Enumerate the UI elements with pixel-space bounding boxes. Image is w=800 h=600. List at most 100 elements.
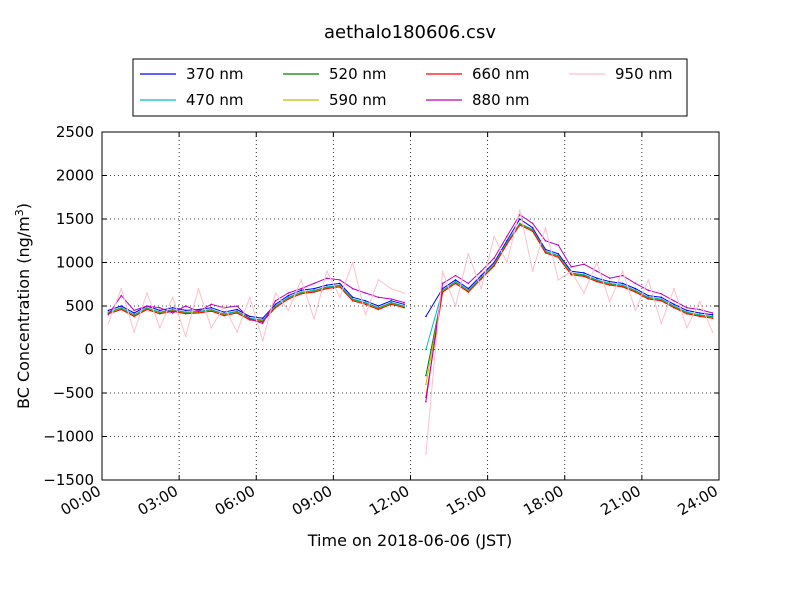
data-point	[171, 306, 174, 309]
data-point	[698, 315, 701, 318]
data-point	[698, 312, 701, 314]
data-point	[287, 294, 290, 297]
data-point	[634, 291, 637, 293]
data-point	[120, 287, 123, 290]
data-point	[403, 306, 405, 309]
legend-label: 880 nm	[472, 91, 530, 109]
data-point	[339, 282, 341, 285]
data-point	[171, 310, 174, 313]
data-point	[300, 293, 303, 295]
data-point	[210, 306, 213, 309]
data-point	[146, 292, 148, 294]
data-point	[313, 291, 315, 293]
data-point	[608, 277, 611, 280]
data-point	[107, 322, 110, 325]
data-point	[287, 309, 290, 312]
data-point	[441, 270, 444, 273]
legend-label: 520 nm	[329, 65, 387, 83]
legend-entry: 470 nm	[140, 91, 244, 109]
data-point	[210, 327, 213, 329]
data-point	[686, 309, 688, 312]
data-point	[544, 240, 547, 242]
data-point	[133, 309, 135, 312]
legend-entry: 950 nm	[569, 65, 673, 83]
legend-label: 590 nm	[329, 91, 387, 109]
data-point	[493, 265, 495, 267]
data-point	[274, 292, 277, 294]
data-point	[531, 226, 534, 229]
data-point	[184, 309, 187, 312]
data-point	[557, 279, 560, 281]
data-point	[454, 282, 457, 285]
series-group	[107, 209, 714, 455]
data-point	[197, 308, 200, 311]
legend-label: 950 nm	[615, 65, 673, 83]
data-point	[647, 298, 650, 300]
data-point	[583, 263, 585, 266]
data-point	[454, 305, 457, 307]
data-point	[608, 280, 611, 283]
data-point	[236, 312, 238, 314]
data-point	[210, 310, 213, 313]
data-point	[531, 222, 534, 225]
data-point	[596, 270, 598, 273]
data-point	[326, 277, 328, 280]
data-point	[326, 270, 328, 273]
data-point	[197, 312, 200, 314]
data-point	[454, 279, 457, 281]
axis-ticks	[101, 131, 720, 481]
data-point	[647, 279, 650, 281]
legend: 370 nm 470 nm 520 nm 590 nm 660 nm 880 nm 950 …	[132, 58, 688, 117]
data-point	[621, 270, 624, 273]
y-axis-label-main: BC Concentration (ng/m	[14, 216, 33, 409]
data-point	[660, 293, 662, 295]
data-point	[647, 294, 650, 297]
data-point	[519, 218, 521, 220]
data-point	[364, 292, 367, 294]
data-point	[274, 300, 277, 302]
data-point	[531, 230, 534, 232]
data-point	[146, 305, 148, 307]
y-tick-label: 1000	[56, 254, 94, 272]
data-point	[480, 270, 483, 273]
data-point	[364, 300, 367, 302]
data-point	[467, 287, 470, 290]
y-tick-label: 2000	[56, 167, 94, 185]
legend-label: 470 nm	[186, 91, 244, 109]
data-point	[441, 291, 444, 293]
data-point	[686, 306, 688, 309]
y-tick-label: −1000	[43, 428, 94, 446]
data-point	[570, 273, 572, 276]
series-lines	[107, 209, 714, 455]
data-point	[133, 312, 135, 314]
data-point	[506, 261, 508, 264]
y-tick-label: 500	[65, 297, 94, 315]
data-point	[425, 383, 427, 386]
data-point	[300, 289, 303, 292]
data-point	[519, 209, 521, 212]
legend-entry: 370 nm	[140, 65, 244, 83]
data-point	[711, 317, 714, 320]
data-point	[480, 274, 483, 277]
data-point	[300, 287, 303, 290]
data-point	[274, 303, 277, 306]
data-point	[364, 313, 367, 316]
data-point	[621, 286, 624, 288]
legend-entry: 520 nm	[283, 65, 387, 83]
data-point	[339, 296, 341, 299]
legend-entry: 660 nm	[426, 65, 530, 83]
data-point	[223, 305, 225, 307]
data-point	[159, 306, 161, 309]
legend-label: 660 nm	[472, 65, 530, 83]
data-point	[351, 300, 354, 302]
y-tick-label: −1500	[43, 471, 94, 489]
data-point	[711, 331, 714, 333]
data-point	[557, 244, 560, 246]
data-point	[390, 287, 393, 290]
legend-entry: 880 nm	[426, 91, 530, 109]
data-point	[107, 309, 110, 312]
y-axis-label: BC Concentration (ng/m3)	[13, 203, 33, 409]
data-point	[351, 296, 354, 299]
data-point	[493, 235, 495, 238]
